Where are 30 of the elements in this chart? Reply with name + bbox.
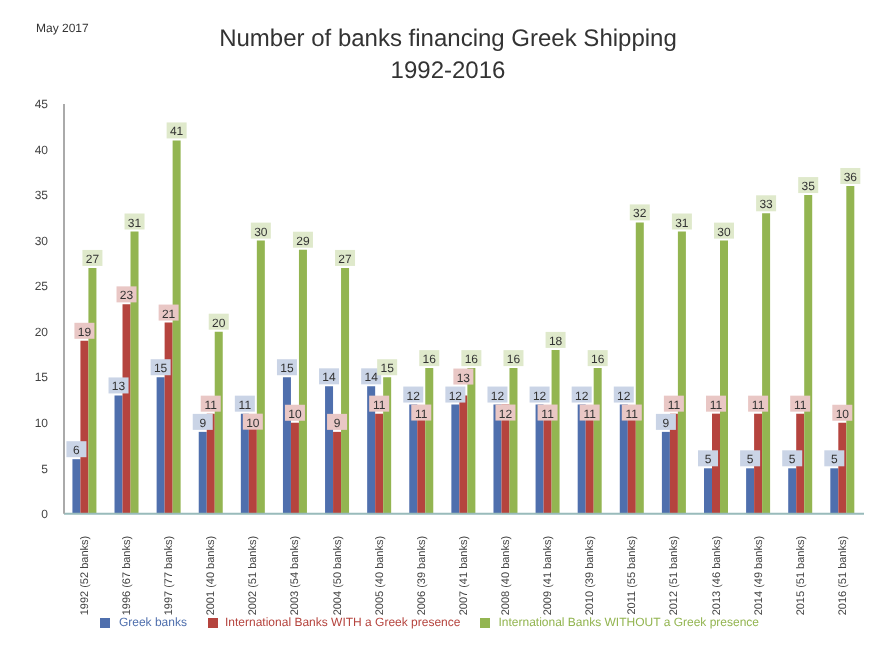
bar xyxy=(290,422,299,514)
bar xyxy=(164,322,173,514)
bar xyxy=(677,231,686,514)
bar xyxy=(367,386,376,514)
chart-subtitle: 1992-2016 xyxy=(388,56,508,84)
bar xyxy=(846,185,855,514)
bar xyxy=(282,377,291,514)
chart-title: Number of banks financing Greek Shipping xyxy=(219,24,677,52)
bar xyxy=(720,240,728,514)
bar xyxy=(451,404,460,514)
bar xyxy=(459,395,468,514)
bar xyxy=(804,195,813,514)
bar xyxy=(375,413,384,514)
bar xyxy=(88,267,97,514)
bar xyxy=(425,368,434,514)
bar xyxy=(114,395,123,514)
bar xyxy=(551,349,560,514)
bar xyxy=(172,140,181,514)
bar xyxy=(214,331,223,514)
bar xyxy=(509,368,518,514)
bar xyxy=(383,377,392,514)
bar xyxy=(467,368,476,514)
bar xyxy=(593,368,602,514)
bar xyxy=(156,377,165,514)
bar xyxy=(256,240,265,514)
bar xyxy=(762,213,771,514)
bar xyxy=(122,304,131,514)
bar xyxy=(635,222,644,514)
bar xyxy=(298,249,307,514)
bar xyxy=(130,231,139,514)
